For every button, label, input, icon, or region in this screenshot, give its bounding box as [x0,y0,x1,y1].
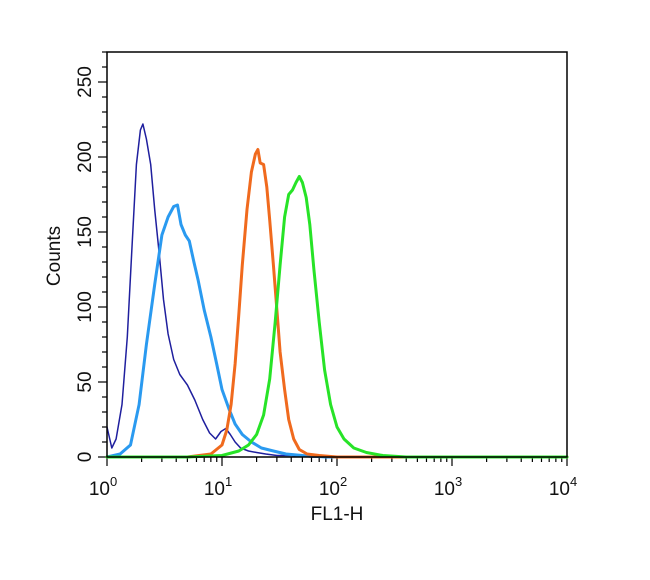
x-tick-base: 10 [549,479,570,500]
x-tick-label: 100 [89,474,117,500]
y-tick-label: 150 [75,216,96,248]
y-tick-label: 50 [75,371,96,392]
series-line-2 [105,203,569,459]
x-tick-label: 104 [549,474,577,500]
x-tick-exponent: 3 [455,474,462,489]
y-tick-label: 250 [75,66,96,98]
x-tick-base: 10 [319,479,340,500]
x-tick-label: 103 [434,474,462,500]
y-tick-label: 0 [75,452,96,463]
x-tick-exponent: 4 [570,474,577,489]
x-tick-labels: 100 101 102 103 104 [89,474,577,500]
x-axis-title: FL1-H [311,504,364,525]
x-tick-exponent: 1 [225,474,232,489]
x-tick-base: 10 [204,479,225,500]
y-tick-label: 200 [75,141,96,173]
series-group [105,123,569,459]
x-tick-label: 101 [204,474,232,500]
x-tick-exponent: 2 [340,474,347,489]
x-tick-exponent: 0 [110,474,117,489]
series-line-3 [105,148,569,459]
axis-ticks [98,51,568,466]
series-line-1 [106,123,568,458]
x-tick-label: 102 [319,474,347,500]
x-tick-base: 10 [89,479,110,500]
x-tick-base: 10 [434,479,455,500]
series-line-4 [105,175,569,459]
y-tick-labels: 0 50 100 150 200 250 [75,66,96,462]
y-axis-title: Counts [44,226,65,286]
plot-frame [106,51,568,458]
y-tick-label: 100 [75,291,96,323]
